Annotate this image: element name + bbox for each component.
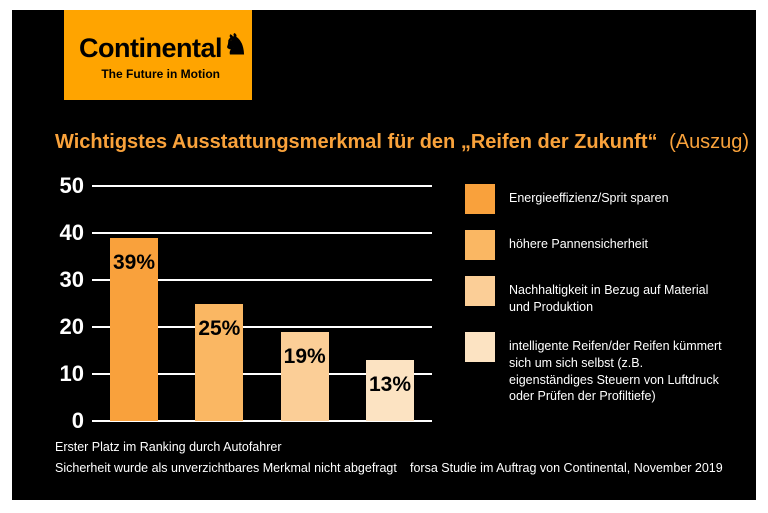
bar-value-label: 13% [368,372,411,396]
bars: 39% 25% 19% 13% [92,237,432,421]
bar-value-label: 39% [112,250,156,274]
footnotes: Erster Platz im Ranking durch Autofahrer… [55,440,397,482]
legend-swatch [465,331,495,362]
y-tick-label-40: 40 [59,220,84,245]
logo-tagline: The Future in Motion [101,67,220,81]
legend-label: höhere Pannensicherheit [509,237,648,251]
bar-2: 25% [195,303,244,421]
legend-label: Energieeffizienz/Sprit sparen [509,191,669,205]
gridline-50 [92,185,432,187]
footnote-2: Sicherheit wurde als unverzichtbares Mer… [55,461,397,475]
y-tick-label-30: 30 [59,267,84,292]
legend-item: höhere Pannensicherheit [465,230,731,260]
legend-item: Energieeffizienz/Sprit sparen [465,184,731,214]
y-tick-label-0: 0 [71,408,84,433]
legend: Energieeffizienz/Sprit sparen höhere Pann… [465,184,731,421]
plot-area: 39% 25% 19% 13% [92,185,432,422]
bar-4: 13% [365,359,414,421]
y-tick-label-20: 20 [59,314,84,339]
legend-swatch [465,276,495,306]
y-axis: 0 10 20 30 40 50 [0,173,84,433]
bar-3: 19% [280,331,329,421]
footnote-1: Erster Platz im Ranking durch Autofahrer [55,440,282,454]
gridline-30 [92,279,432,281]
bar-value-label: 19% [283,344,326,368]
bar-value-label: 25% [198,316,241,340]
legend-item: intelligente Reifen/der Reifen kümmert s… [465,331,731,406]
legend-swatch [465,230,495,260]
legend-swatch [465,184,495,214]
page-title: Wichtigstes Ausstattungsmerkmal für den … [55,131,749,154]
legend-label: intelligente Reifen/der Reifen kümmert s… [509,338,722,404]
y-tick-label-50: 50 [59,173,84,198]
legend-item: Nachhaltigkeit in Bezug auf Material und… [465,276,731,316]
title-main: Wichtigstes Ausstattungsmerkmal für den … [55,131,658,153]
continental-logo: Continental ♞ The Future in Motion [64,10,252,100]
gridline-40 [92,232,432,234]
bar-1: 39% [110,237,158,421]
legend-label: Nachhaltigkeit in Bezug auf Material und… [509,283,709,314]
gridline-10 [92,373,432,375]
gridline-0 [92,420,432,422]
source-note: forsa Studie im Auftrag von Continental,… [410,461,723,475]
gridline-20 [92,326,432,328]
y-tick-label-10: 10 [59,361,84,386]
logo-text: Continental [79,33,223,63]
logo-wordmark: Continental ♞ [79,29,248,64]
title-suffix: (Auszug) [669,131,750,153]
